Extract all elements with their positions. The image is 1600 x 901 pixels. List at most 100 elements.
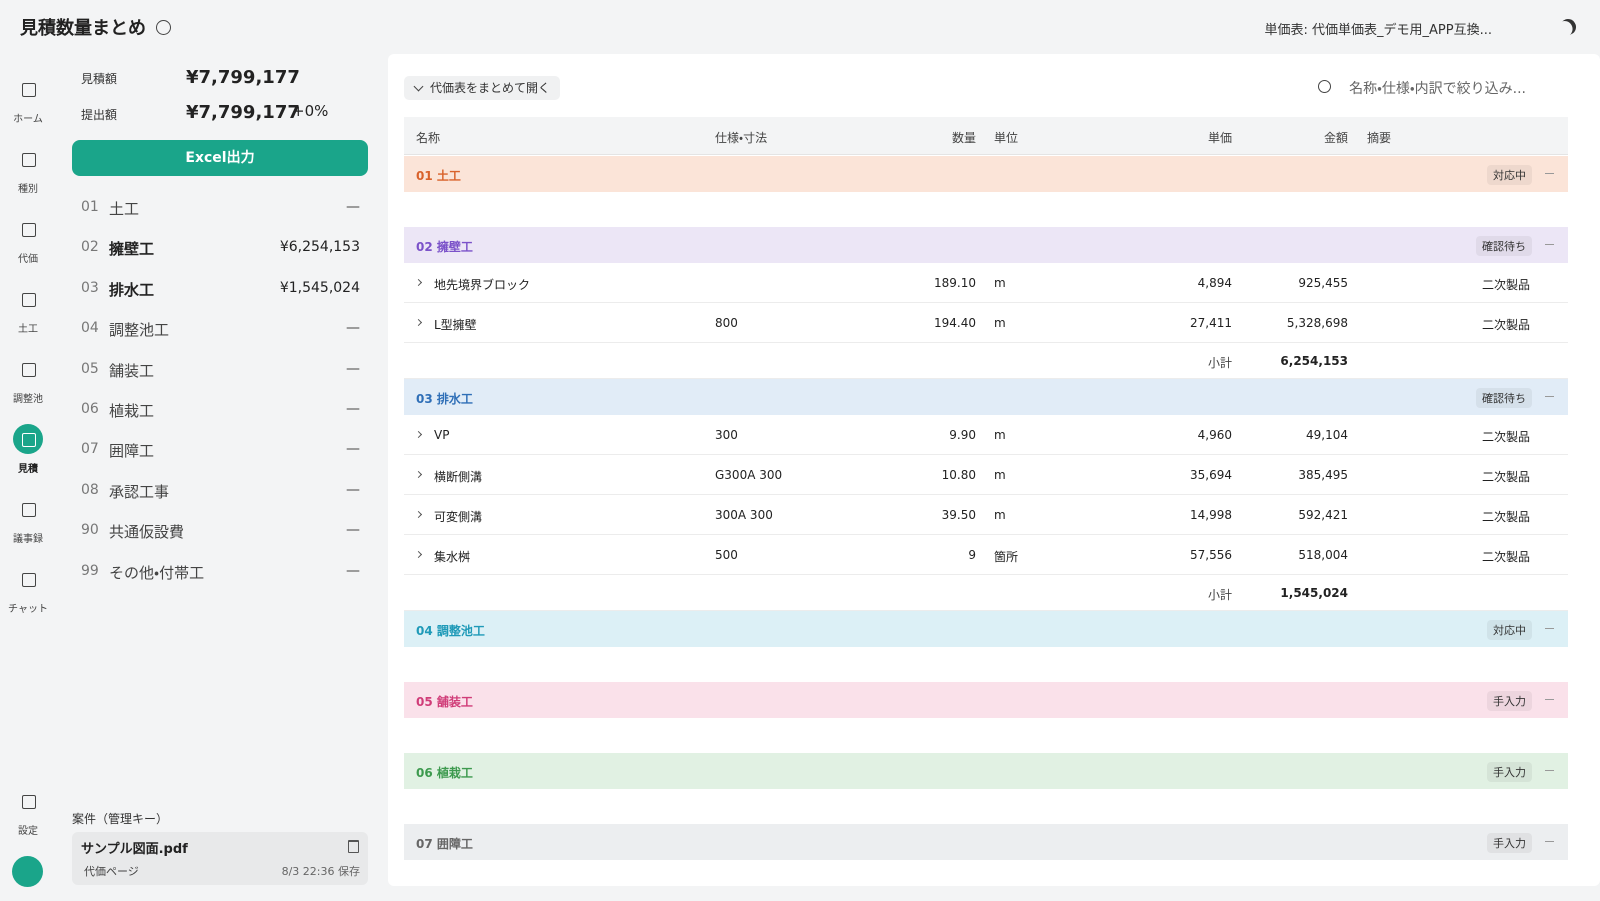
category-item[interactable]: 99 その他・付帯工 — xyxy=(72,554,368,590)
table-cell: 800 xyxy=(715,316,738,330)
nav-item[interactable]: 種別 xyxy=(0,144,56,195)
section-header[interactable]: 07 囲障工 手入力 xyxy=(404,824,1568,860)
category-name: その他・付帯工 xyxy=(109,563,205,582)
collapse-icon[interactable] xyxy=(1545,628,1554,629)
category-name: 土工 xyxy=(109,200,140,218)
avatar[interactable] xyxy=(12,856,43,887)
subtotal-value: 1,545,024 xyxy=(1280,586,1348,600)
nav-item[interactable]: 土工 xyxy=(0,284,56,335)
section-header[interactable]: 02 擁壁工 確認待ち xyxy=(404,227,1568,263)
nav-icon xyxy=(13,564,43,594)
category-amount: — xyxy=(346,320,360,337)
nav-item[interactable]: チャット xyxy=(0,564,56,615)
table-row[interactable]: 地先境界ブロック 189.10 m 4,894 925,455 二次製品 xyxy=(404,263,1568,303)
collapse-icon[interactable] xyxy=(1545,699,1554,700)
subtotal-row: 小計 6,254,153 xyxy=(404,343,1568,379)
category-code: 99 xyxy=(81,562,99,579)
column-header: 仕様・寸法 xyxy=(715,131,768,145)
nav-label: 設定 xyxy=(18,826,38,837)
category-item[interactable]: 06 植栽工 — xyxy=(72,392,368,428)
price-table[interactable]: 単価表: 代価単価表_デモ用_APP互換... xyxy=(1264,23,1492,38)
section-status: 確認待ち xyxy=(1476,236,1532,256)
submit-change[interactable]: +0% xyxy=(292,102,329,120)
nav-item[interactable]: ホーム xyxy=(0,74,56,125)
category-amount: — xyxy=(346,360,360,377)
delete-icon[interactable] xyxy=(348,840,359,853)
expand-all[interactable]: 代価表をまとめて開く xyxy=(404,76,561,100)
category-code: 03 xyxy=(81,279,99,296)
table-row[interactable]: 集水桝 500 9 箇所 57,556 518,004 二次製品 xyxy=(404,535,1568,575)
section-header[interactable]: 01 土工 対応中 xyxy=(404,156,1568,192)
table-cell: 箇所 xyxy=(994,550,1019,564)
estimate-value: ¥7,799,177 xyxy=(186,67,300,88)
table-cell: 518,004 xyxy=(1298,548,1348,562)
table-cell: 39.50 xyxy=(941,508,976,522)
collapse-icon[interactable] xyxy=(1545,396,1554,397)
category-item[interactable]: 90 共通仮設費 — xyxy=(72,513,368,549)
category-item[interactable]: 04 調整池工 — xyxy=(72,311,368,347)
category-item[interactable]: 05 舗装工 — xyxy=(72,352,368,388)
category-code: 02 xyxy=(81,239,99,256)
nav-label: 調整池 xyxy=(13,394,43,405)
expand-icon xyxy=(414,510,423,519)
nav-item[interactable]: 設定 xyxy=(0,786,56,837)
file-name: サンプル図面.pdf xyxy=(81,842,188,857)
section-header[interactable]: 05 舗装工 手入力 xyxy=(404,682,1568,718)
subtotal-label: 小計 xyxy=(1207,356,1232,370)
category-item[interactable]: 08 承認工事 — xyxy=(72,473,368,509)
category-name: 舗装工 xyxy=(109,361,155,380)
table-cell: 二次製品 xyxy=(1481,510,1530,524)
nav-item[interactable]: 議事録 xyxy=(0,494,56,545)
section-status: 確認待ち xyxy=(1476,388,1532,408)
nav-icon xyxy=(13,354,43,384)
table-cell: m xyxy=(994,468,1006,482)
table-cell: 385,495 xyxy=(1298,468,1348,482)
table-cell: 300A 300 xyxy=(715,508,773,522)
table-cell: 5,328,698 xyxy=(1286,316,1348,330)
collapse-icon[interactable] xyxy=(1545,244,1554,245)
export-button[interactable]: Excel出力 xyxy=(72,140,368,176)
section-title: 04 調整池工 xyxy=(416,624,485,638)
info-icon[interactable] xyxy=(156,20,171,35)
table-cell: 4,960 xyxy=(1197,428,1232,442)
expand-icon xyxy=(414,318,423,327)
file-saved: 8/3 22:36 保存 xyxy=(281,865,360,878)
table-row[interactable]: VP 300 9.90 m 4,960 49,104 二次製品 xyxy=(404,415,1568,455)
table-cell: 592,421 xyxy=(1298,508,1348,522)
nav-icon xyxy=(13,494,43,524)
nav-item[interactable]: 見積 xyxy=(0,424,56,475)
collapse-icon[interactable] xyxy=(1545,841,1554,842)
submit-value: ¥7,799,177 xyxy=(186,102,300,123)
collapse-icon[interactable] xyxy=(1545,173,1554,174)
nav-item[interactable]: 調整池 xyxy=(0,354,56,405)
search-input[interactable]: 名称・仕様・内訳で絞り込み... xyxy=(1349,81,1526,97)
category-code: 01 xyxy=(81,199,99,215)
table-cell: 35,694 xyxy=(1190,468,1232,482)
subtotal-row: 小計 1,545,024 xyxy=(404,575,1568,611)
category-item[interactable]: 07 囲障工 — xyxy=(72,432,368,468)
expand-icon xyxy=(414,430,423,439)
category-item[interactable]: 02 擁壁工 ¥6,254,153 xyxy=(72,230,368,266)
table-row[interactable]: L型擁壁 800 194.40 m 27,411 5,328,698 二次製品 xyxy=(404,303,1568,343)
nav-icon xyxy=(13,284,43,314)
table-row[interactable]: 横断側溝 G300A 300 10.80 m 35,694 385,495 二次製品 xyxy=(404,455,1568,495)
table-cell: 14,998 xyxy=(1190,508,1232,522)
table-cell: 27,411 xyxy=(1190,316,1232,330)
expand-icon xyxy=(414,278,423,287)
category-name: 共通仮設費 xyxy=(109,523,185,542)
section-title: 01 土工 xyxy=(416,169,461,183)
category-name: 囲障工 xyxy=(109,442,155,461)
project-card[interactable]: サンプル図面.pdf 代価ページ 8/3 22:36 保存 xyxy=(72,832,368,885)
nav-item[interactable]: 代価 xyxy=(0,214,56,265)
category-item[interactable]: 03 排水工 ¥1,545,024 xyxy=(72,271,368,307)
estimate-label: 見積額 xyxy=(81,72,118,86)
category-item[interactable]: 01 土工 — xyxy=(72,190,368,226)
table-row[interactable]: 可変側溝 300A 300 39.50 m 14,998 592,421 二次製品 xyxy=(404,495,1568,535)
section-header[interactable]: 06 植栽工 手入力 xyxy=(404,753,1568,789)
theme-toggle[interactable] xyxy=(1557,16,1579,38)
collapse-icon[interactable] xyxy=(1545,770,1554,771)
section-header[interactable]: 04 調整池工 対応中 xyxy=(404,611,1568,647)
nav-label: 議事録 xyxy=(13,534,43,545)
project-label: 案件（管理キー） xyxy=(72,812,169,826)
section-header[interactable]: 03 排水工 確認待ち xyxy=(404,379,1568,415)
